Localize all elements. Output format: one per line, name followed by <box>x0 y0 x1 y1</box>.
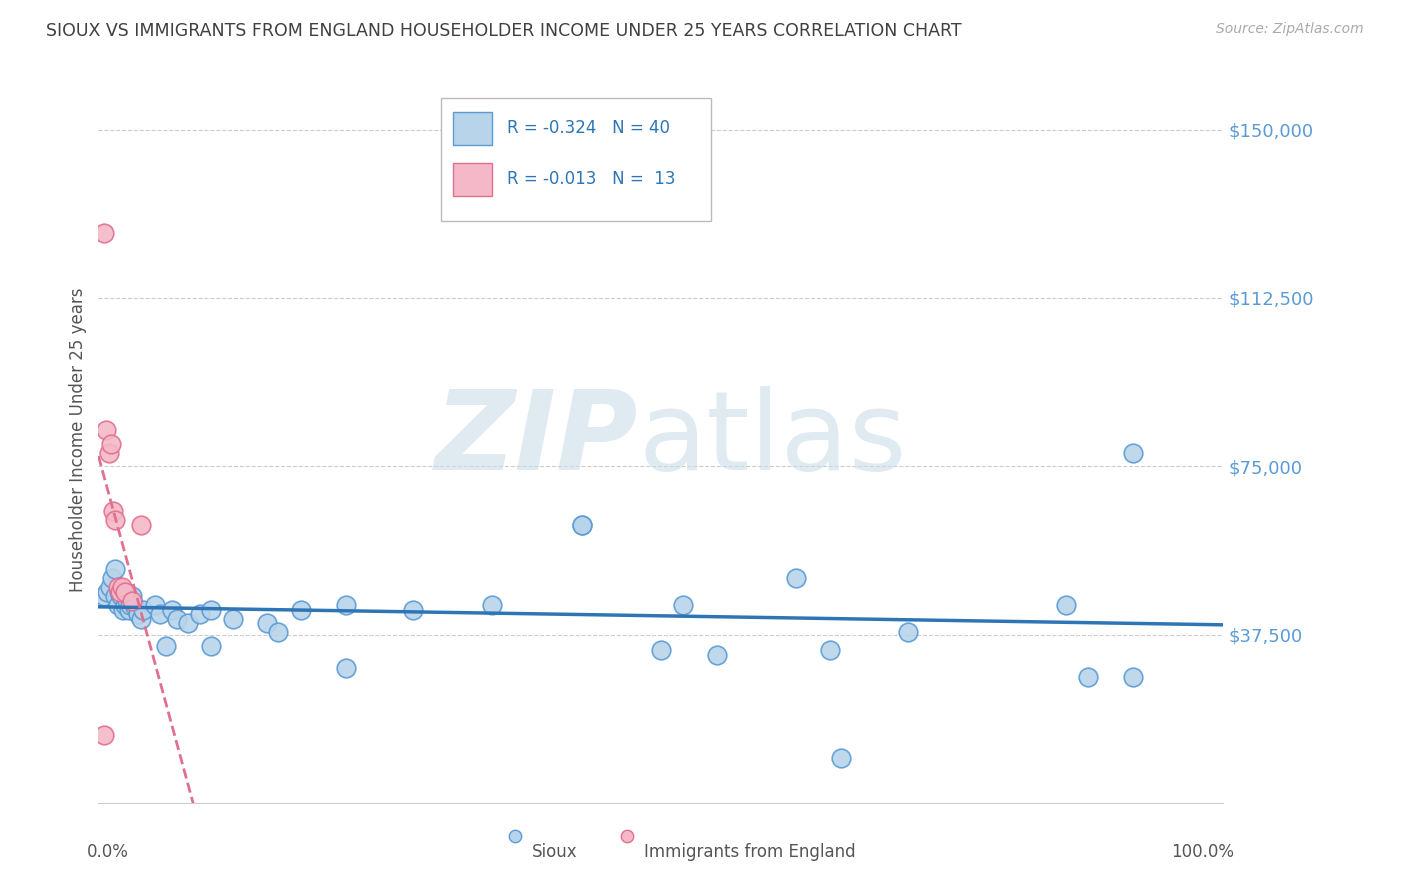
Text: 100.0%: 100.0% <box>1171 843 1234 861</box>
Point <box>160 603 183 617</box>
Point <box>143 599 166 613</box>
Point <box>650 643 672 657</box>
Point <box>616 796 638 810</box>
Point <box>706 648 728 662</box>
Point <box>1122 446 1144 460</box>
Text: Source: ZipAtlas.com: Source: ZipAtlas.com <box>1216 22 1364 37</box>
Point <box>104 513 127 527</box>
Point <box>129 517 152 532</box>
Point <box>111 581 134 595</box>
Bar <box>453 163 492 195</box>
Point <box>200 639 222 653</box>
Point <box>830 751 852 765</box>
Point <box>93 226 115 240</box>
Point <box>222 612 245 626</box>
Point <box>177 616 200 631</box>
Point <box>1077 670 1099 684</box>
Bar <box>453 112 492 145</box>
Point <box>118 599 141 613</box>
Text: R = -0.013   N =  13: R = -0.013 N = 13 <box>506 170 675 188</box>
Point <box>571 517 593 532</box>
Point <box>114 599 136 613</box>
Point <box>1054 599 1077 613</box>
Point <box>108 585 131 599</box>
Point <box>127 607 149 622</box>
FancyBboxPatch shape <box>441 97 711 221</box>
Y-axis label: Householder Income Under 25 years: Householder Income Under 25 years <box>69 287 87 591</box>
Point <box>110 590 132 604</box>
Point <box>155 639 177 653</box>
Point <box>97 446 120 460</box>
Point <box>503 796 526 810</box>
Point <box>114 585 136 599</box>
Text: Immigrants from England: Immigrants from England <box>644 843 856 861</box>
Point <box>93 590 115 604</box>
Point <box>121 594 143 608</box>
Point <box>107 599 129 613</box>
Point <box>818 643 841 657</box>
Point <box>129 612 152 626</box>
Point <box>897 625 920 640</box>
Text: 0.0%: 0.0% <box>87 843 129 861</box>
Point <box>256 616 278 631</box>
Point <box>101 571 124 585</box>
Point <box>101 504 124 518</box>
Point <box>121 590 143 604</box>
Point <box>335 599 357 613</box>
Point <box>200 603 222 617</box>
Point <box>112 603 135 617</box>
Point <box>1122 670 1144 684</box>
Point <box>149 607 172 622</box>
Point <box>267 625 290 640</box>
Point <box>335 661 357 675</box>
Point <box>785 571 807 585</box>
Text: Sioux: Sioux <box>531 843 576 861</box>
Point <box>290 603 312 617</box>
Point <box>98 581 121 595</box>
Point <box>104 562 127 576</box>
Point <box>571 517 593 532</box>
Point <box>104 590 127 604</box>
Point <box>100 437 122 451</box>
Point <box>107 585 129 599</box>
Text: ZIP: ZIP <box>434 386 638 492</box>
Point <box>118 603 141 617</box>
Point <box>166 612 188 626</box>
Point <box>115 594 138 608</box>
Point <box>96 423 118 437</box>
Text: atlas: atlas <box>638 386 907 492</box>
Point <box>481 599 503 613</box>
Point <box>132 603 155 617</box>
Point <box>188 607 211 622</box>
Point <box>402 603 425 617</box>
Point <box>124 599 146 613</box>
Text: R = -0.324   N = 40: R = -0.324 N = 40 <box>506 120 669 137</box>
Point <box>672 599 695 613</box>
Point <box>96 585 118 599</box>
Point <box>107 581 129 595</box>
Point <box>93 729 115 743</box>
Text: SIOUX VS IMMIGRANTS FROM ENGLAND HOUSEHOLDER INCOME UNDER 25 YEARS CORRELATION C: SIOUX VS IMMIGRANTS FROM ENGLAND HOUSEHO… <box>46 22 962 40</box>
